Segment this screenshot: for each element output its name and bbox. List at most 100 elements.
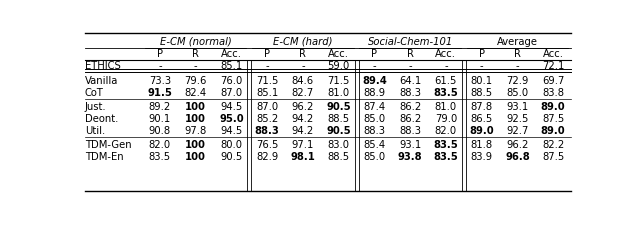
Text: 82.2: 82.2 [542,139,564,149]
Text: P: P [264,48,270,58]
Text: Acc.: Acc. [221,48,242,58]
Text: E-CM (normal): E-CM (normal) [160,37,232,47]
Text: 92.5: 92.5 [506,113,529,123]
Text: 83.5: 83.5 [433,87,458,97]
Text: -: - [480,61,483,71]
Text: 88.3: 88.3 [399,125,421,135]
Text: 96.8: 96.8 [505,151,530,161]
Text: 97.8: 97.8 [184,125,207,135]
Text: 82.0: 82.0 [149,139,171,149]
Text: 76.0: 76.0 [220,75,243,85]
Text: 72.9: 72.9 [506,75,529,85]
Text: Just.: Just. [85,101,107,111]
Text: 61.5: 61.5 [435,75,457,85]
Text: Vanilla: Vanilla [85,75,118,85]
Text: 92.7: 92.7 [506,125,529,135]
Text: -: - [301,61,305,71]
Text: 87.0: 87.0 [256,101,278,111]
Text: ETHICS: ETHICS [85,61,121,71]
Text: 94.5: 94.5 [220,101,243,111]
Text: 73.3: 73.3 [149,75,171,85]
Text: 80.0: 80.0 [220,139,243,149]
Text: TDM-Gen: TDM-Gen [85,139,132,149]
Text: 100: 100 [185,151,206,161]
Text: 91.5: 91.5 [147,87,172,97]
Text: 88.3: 88.3 [399,87,421,97]
Text: 98.1: 98.1 [291,151,316,161]
Text: 87.0: 87.0 [220,87,243,97]
Text: 85.1: 85.1 [220,61,243,71]
Text: 81.0: 81.0 [328,87,349,97]
Text: P: P [479,48,484,58]
Text: R: R [406,48,413,58]
Text: 96.2: 96.2 [506,139,529,149]
Text: 86.5: 86.5 [470,113,493,123]
Text: 89.0: 89.0 [541,125,566,135]
Text: Acc.: Acc. [435,48,456,58]
Text: 94.5: 94.5 [220,125,243,135]
Text: 89.4: 89.4 [362,75,387,85]
Text: 87.5: 87.5 [542,113,564,123]
Text: 79.6: 79.6 [184,75,207,85]
Text: 71.5: 71.5 [256,75,278,85]
Text: -: - [194,61,198,71]
Text: 88.5: 88.5 [328,151,349,161]
Text: Average: Average [497,37,538,47]
Text: 88.9: 88.9 [364,87,385,97]
Text: 94.2: 94.2 [292,125,314,135]
Text: -: - [444,61,448,71]
Text: 90.8: 90.8 [149,125,171,135]
Text: -: - [266,61,269,71]
Text: Deont.: Deont. [85,113,118,123]
Text: 87.4: 87.4 [364,101,385,111]
Text: 71.5: 71.5 [328,75,350,85]
Text: 85.1: 85.1 [256,87,278,97]
Text: 85.0: 85.0 [364,151,385,161]
Text: 86.2: 86.2 [399,113,421,123]
Text: 96.2: 96.2 [292,101,314,111]
Text: 100: 100 [185,139,206,149]
Text: 89.0: 89.0 [541,101,566,111]
Text: 59.0: 59.0 [328,61,350,71]
Text: 85.2: 85.2 [256,113,278,123]
Text: 81.0: 81.0 [435,101,457,111]
Text: 69.7: 69.7 [542,75,564,85]
Text: Social-Chem-101: Social-Chem-101 [367,37,452,47]
Text: 64.1: 64.1 [399,75,421,85]
Text: -: - [516,61,519,71]
Text: 89.0: 89.0 [469,125,494,135]
Text: 82.9: 82.9 [256,151,278,161]
Text: 88.3: 88.3 [255,125,280,135]
Text: 82.4: 82.4 [184,87,207,97]
Text: 94.2: 94.2 [292,113,314,123]
Text: 88.3: 88.3 [364,125,385,135]
Text: 83.5: 83.5 [433,151,458,161]
Text: 79.0: 79.0 [435,113,457,123]
Text: R: R [300,48,307,58]
Text: P: P [157,48,163,58]
Text: -: - [408,61,412,71]
Text: Acc.: Acc. [543,48,564,58]
Text: P: P [371,48,378,58]
Text: 82.7: 82.7 [292,87,314,97]
Text: R: R [192,48,199,58]
Text: 85.0: 85.0 [506,87,529,97]
Text: 80.1: 80.1 [470,75,493,85]
Text: 83.9: 83.9 [470,151,493,161]
Text: CoT: CoT [85,87,104,97]
Text: Util.: Util. [85,125,105,135]
Text: 88.5: 88.5 [470,87,493,97]
Text: R: R [514,48,521,58]
Text: 95.0: 95.0 [219,113,244,123]
Text: 83.8: 83.8 [542,87,564,97]
Text: 87.5: 87.5 [542,151,564,161]
Text: 90.5: 90.5 [326,101,351,111]
Text: 86.2: 86.2 [399,101,421,111]
Text: 72.1: 72.1 [542,61,564,71]
Text: 76.5: 76.5 [256,139,278,149]
Text: 90.1: 90.1 [148,113,171,123]
Text: -: - [372,61,376,71]
Text: 93.1: 93.1 [399,139,421,149]
Text: 88.5: 88.5 [328,113,349,123]
Text: Acc.: Acc. [328,48,349,58]
